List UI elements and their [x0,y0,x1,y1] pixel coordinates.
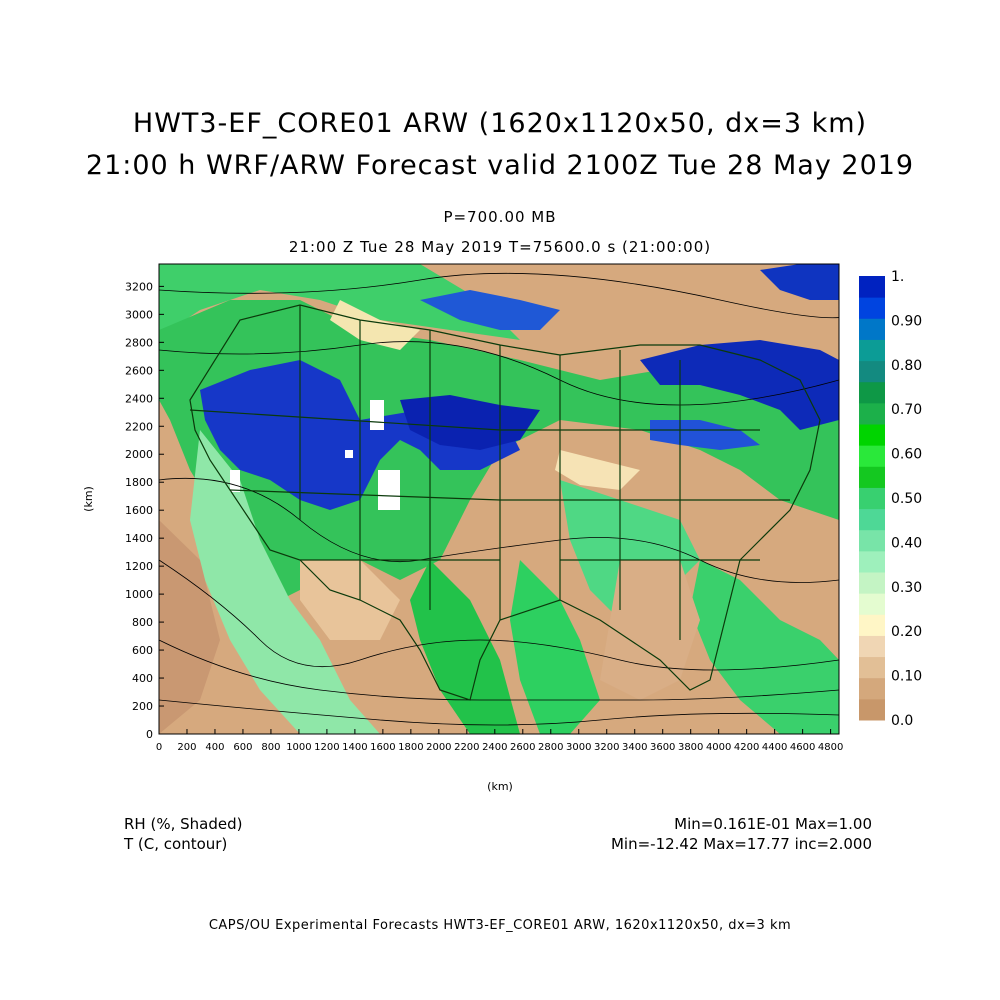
x-tick-label: 200 [177,742,196,753]
x-tick-label: 3000 [566,742,591,753]
colorbar-swatch [859,572,885,594]
y-axis: 0 200 400 600 800 1000 1200 1400 1600 1800 2000 220… [125,280,164,741]
colorbar: 0.0 0.10 0.20 0.30 0.40 0.50 0.60 0.70 0.80 0.90 1… [859,269,922,729]
temperature-contours [159,272,839,726]
x-tick-label: 800 [261,742,280,753]
x-tick-label: 4400 [762,742,787,753]
legend-temp: T (C, contour) [124,835,228,853]
y-tick-label: 1400 [125,532,153,545]
colorbar-swatch [859,360,885,383]
geographic-boundaries [189,304,821,701]
y-tick-label: 2400 [125,392,153,405]
colorbar-swatch [859,698,885,721]
y-tick-label: 400 [132,672,153,685]
x-tick-label: 600 [233,742,252,753]
y-tick-label: 800 [132,616,153,629]
x-tick-label: 1600 [370,742,395,753]
subtitle-time: 21:00 Z Tue 28 May 2019 T=75600.0 s (21:… [288,238,712,256]
colorbar-label: 0.60 [891,447,922,463]
x-tick-label: 3200 [594,742,619,753]
colorbar-label: 0.40 [891,535,922,551]
title-line-2: 21:00 h WRF/ARW Forecast valid 2100Z Tue… [85,150,915,181]
colorbar-swatch [859,593,885,615]
x-tick-label: 3400 [622,742,647,753]
colorbar-swatch [859,635,885,658]
y-tick-label: 1000 [125,588,153,601]
colorbar-swatch [859,381,885,404]
x-tick-label: 4000 [706,742,731,753]
y-tick-label: 2200 [125,420,153,433]
colorbar-swatch [859,402,885,425]
footer: CAPS/OU Experimental Forecasts HWT3-EF_C… [208,918,792,933]
y-axis-label: (km) [82,486,95,512]
colorbar-label: 1. [891,269,904,285]
x-tick-label: 4200 [734,742,759,753]
colorbar-label: 0.0 [891,713,913,729]
y-tick-label: 1800 [125,476,153,489]
colorbar-swatch [859,297,885,319]
rh-shading [159,264,839,734]
x-tick-label: 1200 [314,742,339,753]
y-tick-label: 600 [132,644,153,657]
y-tick-label: 1200 [125,560,153,573]
colorbar-label: 0.20 [891,624,922,640]
y-tick-label: 200 [132,700,153,713]
colorbar-label: 0.10 [891,669,922,685]
x-tick-label: 3800 [678,742,703,753]
plot-frame [158,263,840,735]
y-tick-label: 3000 [125,308,153,321]
colorbar-swatch [859,656,885,679]
colorbar-label: 0.50 [891,491,922,507]
colorbar-label: 0.70 [891,402,922,418]
colorbar-swatch [859,276,885,298]
x-tick-label: 400 [205,742,224,753]
x-tick-label: 2200 [454,742,479,753]
colorbar-swatch [859,466,885,488]
legend-rh: RH (%, Shaded) [124,815,243,833]
colorbar-swatch [859,677,885,700]
colorbar-swatch [859,550,885,573]
x-tick-label: 2800 [538,742,563,753]
y-tick-label: 3200 [125,280,153,293]
colorbar-swatch [859,424,885,446]
x-tick-label: 3600 [650,742,675,753]
y-tick-label: 0 [146,728,153,741]
title-line-1: HWT3-EF_CORE01 ARW (1620x1120x50, dx=3 k… [132,108,868,139]
colorbar-label: 0.90 [891,313,922,329]
colorbar-swatch [859,318,885,340]
colorbar-swatch [859,529,885,552]
temp-min-max: Min=-12.42 Max=17.77 inc=2.000 [610,835,872,853]
colorbar-label: 0.30 [891,580,922,596]
x-tick-label: 2400 [482,742,507,753]
x-tick-label: 2600 [510,742,535,753]
x-tick-label: 4800 [818,742,843,753]
x-tick-label: 1400 [342,742,367,753]
x-axis-label: (km) [487,780,513,793]
colorbar-label: 0.80 [891,358,922,374]
y-tick-label: 1600 [125,504,153,517]
x-tick-label: 4600 [790,742,815,753]
y-tick-label: 2600 [125,364,153,377]
colorbar-swatch [859,614,885,636]
x-tick-label: 2000 [426,742,451,753]
y-tick-label: 2800 [125,336,153,349]
colorbar-swatch [859,445,885,467]
x-tick-label: 1000 [286,742,311,753]
colorbar-swatch [859,487,885,510]
y-tick-label: 2000 [125,448,153,461]
colorbar-swatch [859,339,885,362]
x-tick-label: 1800 [398,742,423,753]
x-tick-label: 0 [156,742,162,753]
x-axis: 0 200 400 600 800 1000 1200 1400 1600 1800 2000 220… [156,729,843,753]
colorbar-swatch [859,508,885,531]
subtitle-pressure: P=700.00 MB [443,208,557,226]
rh-min-max: Min=0.161E-01 Max=1.00 [674,815,872,833]
